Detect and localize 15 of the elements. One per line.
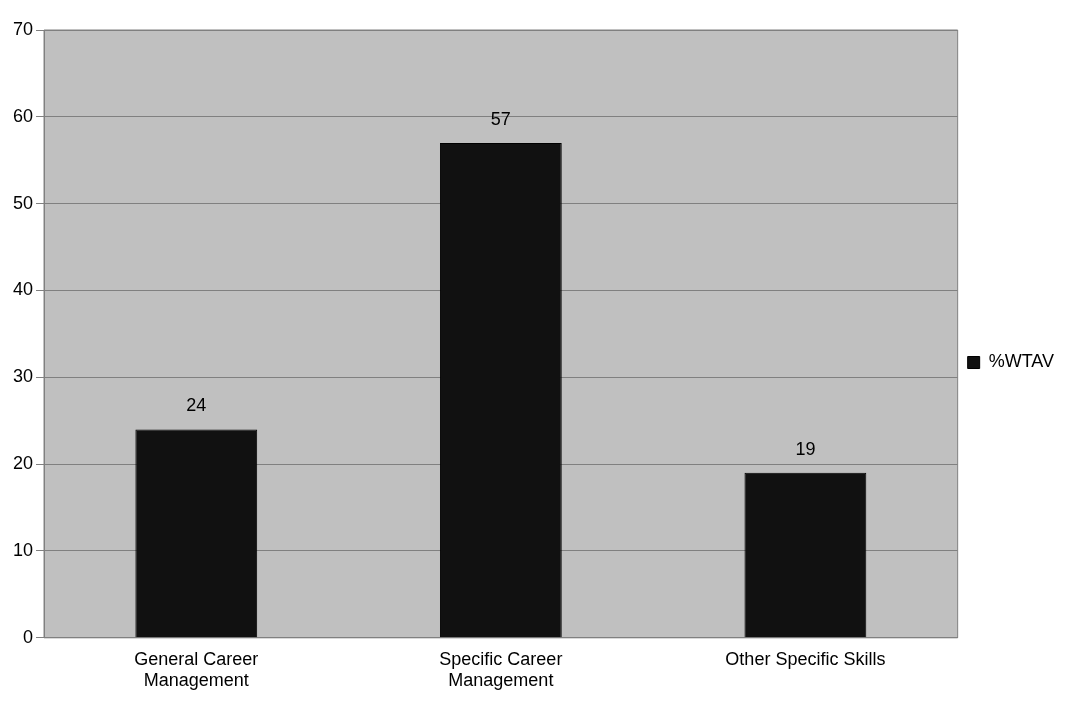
x-tick-label: Other Specific Skills <box>725 648 886 669</box>
data-label: 57 <box>490 108 511 129</box>
y-tick-label: 30 <box>12 366 34 387</box>
x-tick-label: General Career Management <box>134 648 259 691</box>
data-label: 24 <box>186 395 207 416</box>
y-tick-label: 0 <box>23 626 34 647</box>
y-tick-label: 70 <box>12 18 34 39</box>
y-tick-label: 20 <box>12 453 34 474</box>
y-tick-label: 50 <box>12 192 34 213</box>
y-tick-label: 40 <box>12 279 34 300</box>
data-label: 19 <box>795 438 816 459</box>
y-tick-label: 60 <box>12 105 34 126</box>
x-tick-label: Specific Career Management <box>439 648 563 691</box>
y-tick-label: 10 <box>12 539 34 560</box>
legend-label: %WTAV <box>988 351 1055 372</box>
